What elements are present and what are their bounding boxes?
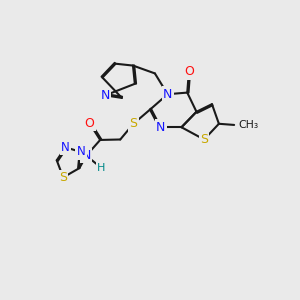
Text: N: N: [163, 88, 172, 101]
Text: N: N: [100, 89, 110, 102]
Text: S: S: [59, 171, 67, 184]
Text: N: N: [76, 146, 85, 158]
Text: N: N: [156, 121, 165, 134]
Text: N: N: [82, 149, 91, 162]
Text: O: O: [184, 65, 194, 78]
Text: O: O: [85, 117, 94, 130]
Text: CH₃: CH₃: [238, 120, 258, 130]
Text: S: S: [129, 117, 137, 130]
Text: H: H: [97, 163, 105, 173]
Text: S: S: [200, 133, 208, 146]
Text: N: N: [61, 141, 70, 154]
